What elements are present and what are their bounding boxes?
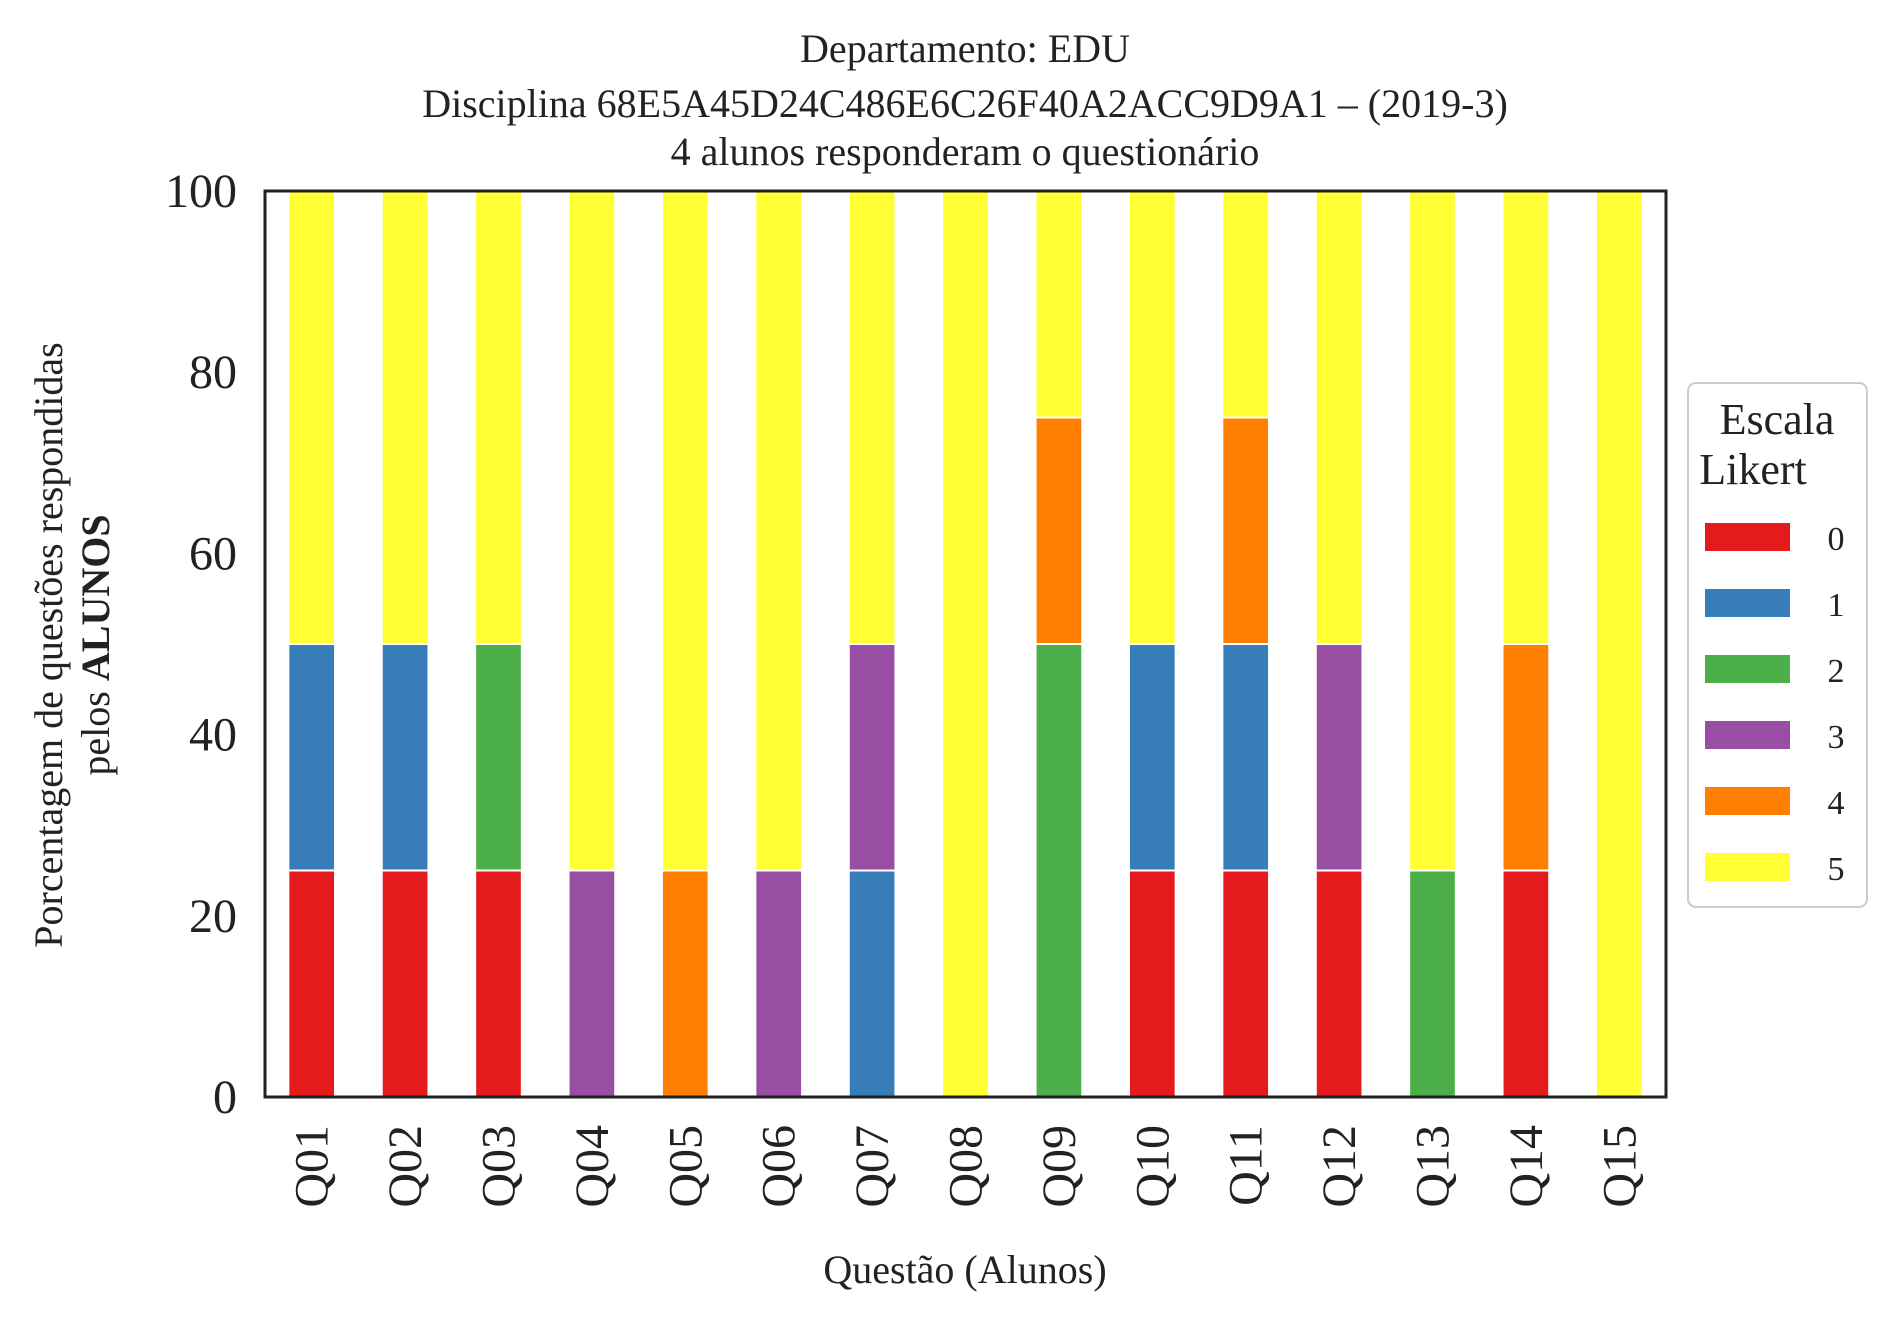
- legend-swatch-4: [1705, 787, 1790, 815]
- legend-label-5: 5: [1828, 851, 1845, 888]
- legend-label-4: 4: [1828, 785, 1845, 822]
- bar-segment-Q12-scale-5: [1314, 190, 1364, 645]
- y-tick-label: 60: [189, 527, 237, 580]
- bar-segment-Q11-scale-1: [1221, 643, 1271, 872]
- title-line-1: Departamento: EDU: [800, 26, 1130, 71]
- legend-items: 0 1 2 3 4 5: [1705, 521, 1845, 888]
- legend-swatch-2: [1705, 655, 1790, 683]
- y-tick-labels: 0 20 40 60 80 100: [165, 165, 237, 1124]
- bar-segment-Q03-scale-2: [474, 643, 523, 872]
- chart-title: Departamento: EDU Disciplina 68E5A45D24C…: [422, 26, 1508, 174]
- bar-segment-Q06-scale-5: [754, 190, 804, 872]
- bar-segment-Q09-scale-2: [1034, 643, 1084, 1098]
- bar-segment-Q02-scale-5: [380, 190, 430, 645]
- x-tick-label: Q12: [1313, 1125, 1366, 1208]
- bar-segment-Q12-scale-0: [1314, 869, 1364, 1098]
- bar-segment-Q04-scale-5: [567, 190, 617, 872]
- bar-segment-Q02-scale-0: [380, 869, 430, 1098]
- bar-segment-Q10-scale-5: [1127, 190, 1177, 645]
- legend-label-3: 3: [1828, 719, 1845, 756]
- legend: Escala Likert 0 1 2 3 4 5: [1687, 382, 1868, 908]
- bar-segment-Q03-scale-0: [474, 869, 523, 1098]
- x-tick-label: Q14: [1500, 1125, 1553, 1208]
- bar-segment-Q09-scale-5: [1034, 190, 1084, 419]
- bar-segment-Q01-scale-5: [287, 190, 337, 645]
- x-tick-label: Q13: [1407, 1125, 1460, 1208]
- x-tick-label: Q06: [753, 1125, 806, 1208]
- x-tick-label: Q07: [846, 1125, 899, 1208]
- bar-segment-Q01-scale-0: [287, 869, 337, 1098]
- bar-segment-Q11-scale-0: [1221, 869, 1271, 1098]
- y-axis-label: Porcentagem de questões respondidas pelo…: [26, 342, 118, 947]
- bar-segment-Q06-scale-3: [754, 869, 804, 1098]
- x-tick-label: Q10: [1126, 1125, 1179, 1208]
- bar-segment-Q14-scale-0: [1501, 869, 1551, 1098]
- legend-swatch-1: [1705, 589, 1790, 617]
- x-tick-label: Q01: [286, 1125, 339, 1208]
- bar-segment-Q05-scale-5: [660, 190, 710, 872]
- bar-segment-Q10-scale-1: [1127, 643, 1177, 872]
- bar-segment-Q07-scale-1: [847, 869, 897, 1098]
- legend-swatch-3: [1705, 721, 1790, 749]
- y-tick-label: 20: [189, 890, 237, 943]
- y-tick-label: 100: [165, 165, 237, 218]
- bars-layer: [287, 190, 1644, 1098]
- title-line-3: 4 alunos responderam o questionário: [671, 129, 1260, 174]
- bar-segment-Q12-scale-3: [1314, 643, 1364, 872]
- legend-label-1: 1: [1828, 587, 1845, 624]
- bar-segment-Q15-scale-5: [1594, 190, 1644, 1098]
- bar-segment-Q03-scale-5: [474, 190, 523, 645]
- x-axis-label: Questão (Alunos): [823, 1247, 1106, 1292]
- x-tick-label: Q15: [1593, 1125, 1646, 1208]
- x-tick-label: Q11: [1220, 1125, 1273, 1206]
- bar-segment-Q02-scale-1: [380, 643, 430, 872]
- plot-frame: [263, 189, 1668, 1099]
- bar-segment-Q14-scale-5: [1501, 190, 1551, 645]
- title-line-2: Disciplina 68E5A45D24C486E6C26F40A2ACC9D…: [422, 81, 1508, 126]
- y-tick-label: 0: [213, 1071, 237, 1124]
- bar-segment-Q04-scale-3: [567, 869, 617, 1098]
- legend-title-line-2: Likert: [1699, 445, 1807, 494]
- bar-segment-Q14-scale-4: [1501, 643, 1551, 872]
- bar-segment-Q05-scale-4: [660, 869, 710, 1098]
- bar-segment-Q10-scale-0: [1127, 869, 1177, 1098]
- legend-frame: [1687, 382, 1868, 908]
- legend-title-line-1: Escala: [1720, 395, 1835, 444]
- bar-segment-Q01-scale-1: [287, 643, 337, 872]
- x-tick-label: Q08: [940, 1125, 993, 1208]
- bar-segment-Q08-scale-5: [941, 190, 990, 1098]
- legend-label-0: 0: [1828, 521, 1845, 558]
- y-axis-label-line-1: Porcentagem de questões respondidas: [26, 342, 71, 947]
- x-tick-label: Q09: [1033, 1125, 1086, 1208]
- bar-segment-Q13-scale-2: [1408, 869, 1457, 1098]
- bar-segment-Q11-scale-5: [1221, 190, 1271, 419]
- y-tick-label: 40: [189, 709, 237, 762]
- y-axis-label-line-2: pelos ALUNOS: [73, 514, 118, 775]
- bar-segment-Q13-scale-5: [1408, 190, 1457, 872]
- bar-segment-Q11-scale-4: [1221, 416, 1271, 645]
- bar-segment-Q07-scale-3: [847, 643, 897, 872]
- x-tick-label: Q04: [566, 1125, 619, 1208]
- x-tick-label: Q05: [659, 1125, 712, 1208]
- legend-swatch-5: [1705, 853, 1790, 881]
- legend-label-2: 2: [1828, 653, 1845, 690]
- x-tick-label: Q02: [379, 1125, 432, 1208]
- legend-swatch-0: [1705, 523, 1790, 551]
- x-tick-label: Q03: [473, 1125, 526, 1208]
- x-tick-labels: Q01 Q02 Q03 Q04 Q05 Q06 Q07 Q08 Q09 Q10 Q11 Q12 Q13 Q…: [286, 1125, 1647, 1208]
- y-tick-label: 80: [189, 346, 237, 399]
- bar-segment-Q07-scale-5: [847, 190, 897, 645]
- bar-segment-Q09-scale-4: [1034, 416, 1084, 645]
